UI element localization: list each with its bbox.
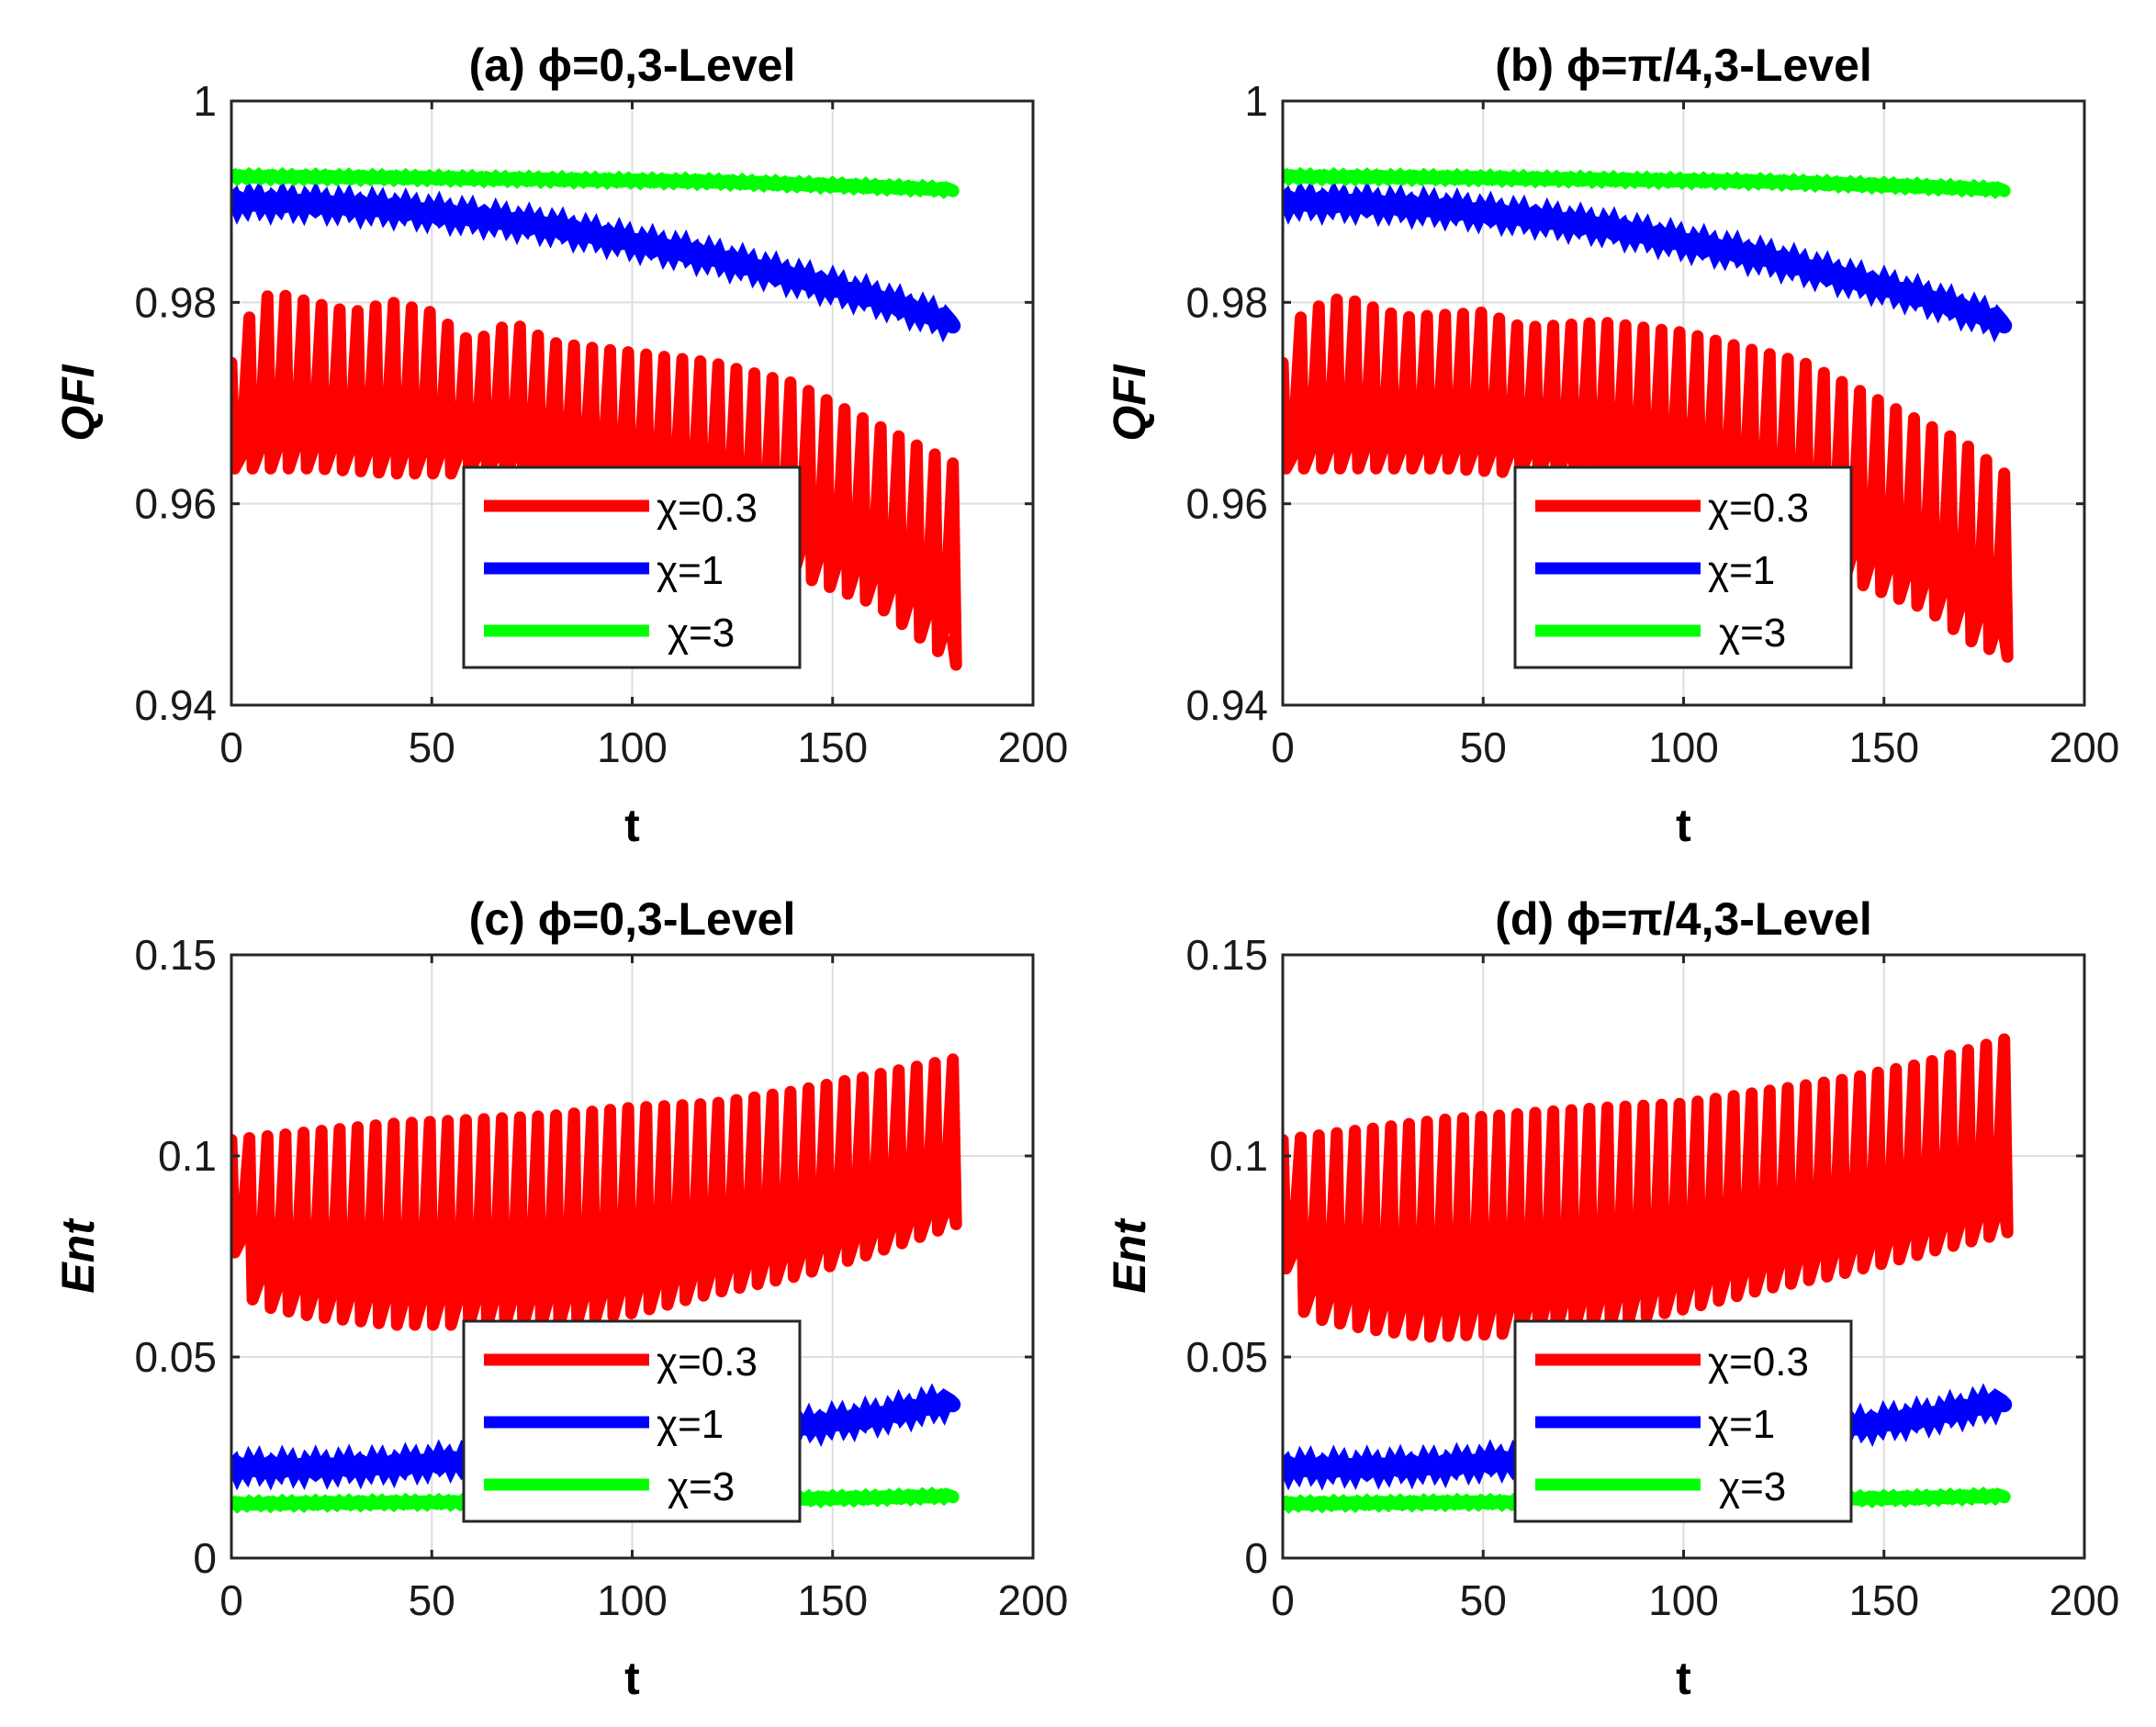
x-axis-label: t <box>1676 1653 1691 1704</box>
y-tick-label: 0 <box>193 1534 217 1582</box>
chart-panel-c: 0 50 100 150 200 0 0.05 0.1 0.15 (c) ϕ=0,3-Level t… <box>52 893 1068 1704</box>
y-tick-label: 0.15 <box>1185 931 1268 979</box>
series-line-chi-1 <box>1283 179 2013 343</box>
x-axis-label: t <box>1676 800 1691 851</box>
x-tick-label: 0 <box>1271 723 1295 771</box>
y-tick-label: 0.96 <box>1185 480 1268 528</box>
legend: χ=0.3 χ=1 χ=3 <box>462 1319 802 1523</box>
x-tick-label: 50 <box>409 723 455 771</box>
legend-label: χ=0.3 <box>1708 486 1809 531</box>
x-tick-label: 100 <box>597 1576 668 1624</box>
legend: χ=0.3 χ=1 χ=3 <box>1513 465 1853 669</box>
series-line-chi-0.3 <box>1283 1033 2014 1343</box>
x-tick-label: 50 <box>1460 723 1507 771</box>
y-axis-label: QFI <box>52 364 104 441</box>
legend-label: χ=3 <box>1719 1464 1786 1509</box>
x-tick-label: 100 <box>1648 1576 1719 1624</box>
panel-title: (a) ϕ=0,3-Level <box>469 39 796 91</box>
series-line-chi-1 <box>231 179 961 343</box>
y-axis-label: Ent <box>52 1217 104 1294</box>
legend-label: χ=0.3 <box>657 1340 758 1385</box>
x-tick-label: 0 <box>219 1576 243 1624</box>
x-tick-label: 200 <box>998 1576 1069 1624</box>
x-tick-label: 200 <box>998 723 1069 771</box>
y-tick-label: 0 <box>1244 1534 1268 1582</box>
legend-label: χ=1 <box>1708 548 1775 593</box>
legend-label: χ=3 <box>1719 611 1786 656</box>
x-tick-label: 150 <box>797 723 868 771</box>
x-tick-label: 50 <box>1460 1576 1507 1624</box>
x-tick-label: 150 <box>1848 1576 1919 1624</box>
x-tick-label: 100 <box>597 723 668 771</box>
legend-label: χ=0.3 <box>1708 1340 1809 1385</box>
y-tick-label: 0.98 <box>1185 278 1268 326</box>
x-axis-label: t <box>624 1653 640 1704</box>
y-tick-label: 0.94 <box>134 681 217 729</box>
series-line-chi-3 <box>1283 166 2011 199</box>
legend: χ=0.3 χ=1 χ=3 <box>462 465 802 669</box>
x-tick-label: 200 <box>2049 723 2120 771</box>
x-tick-label: 100 <box>1648 723 1719 771</box>
legend-label: χ=3 <box>668 1464 735 1509</box>
legend-label: χ=1 <box>1708 1402 1775 1447</box>
x-tick-label: 150 <box>1848 723 1919 771</box>
x-tick-label: 150 <box>797 1576 868 1624</box>
panel-title: (b) ϕ=π/4,3-Level <box>1495 39 1872 91</box>
panel-title: (c) ϕ=0,3-Level <box>469 893 796 945</box>
y-tick-label: 0.05 <box>1185 1333 1268 1381</box>
y-tick-label: 0.98 <box>134 278 217 326</box>
legend-label: χ=1 <box>657 1402 724 1447</box>
y-tick-label: 1 <box>1244 77 1268 125</box>
y-tick-label: 0.15 <box>134 931 217 979</box>
legend-label: χ=3 <box>668 611 735 656</box>
series-line-chi-3 <box>231 166 960 199</box>
x-tick-label: 200 <box>2049 1576 2120 1624</box>
legend-label: χ=0.3 <box>657 486 758 531</box>
series-line-chi-0.3 <box>231 1053 962 1331</box>
y-tick-label: 0.1 <box>158 1132 217 1180</box>
x-tick-label: 0 <box>1271 1576 1295 1624</box>
panel-title: (d) ϕ=π/4,3-Level <box>1495 893 1872 945</box>
chart-panel-a: 0 50 100 150 200 0.94 0.96 0.98 1 (a) ϕ=0,3-Level… <box>52 39 1068 851</box>
x-axis-label: t <box>624 800 640 851</box>
legend: χ=0.3 χ=1 χ=3 <box>1513 1319 1853 1523</box>
legend-label: χ=1 <box>657 548 724 593</box>
y-axis-label: QFI <box>1104 364 1155 441</box>
y-axis-label: Ent <box>1104 1217 1155 1294</box>
y-tick-label: 0.05 <box>134 1333 217 1381</box>
chart-panel-d: 0 50 100 150 200 0 0.05 0.1 0.15 (d) ϕ=π/4,3-Leve… <box>1104 893 2119 1704</box>
y-tick-label: 0.96 <box>134 480 217 528</box>
y-tick-label: 0.94 <box>1185 681 1268 729</box>
x-tick-label: 0 <box>219 723 243 771</box>
x-tick-label: 50 <box>409 1576 455 1624</box>
chart-panel-b: 0 50 100 150 200 0.94 0.96 0.98 1 (b) ϕ=π/4,3-Lev… <box>1104 39 2119 851</box>
y-tick-label: 0.1 <box>1209 1132 1268 1180</box>
y-tick-label: 1 <box>193 77 217 125</box>
